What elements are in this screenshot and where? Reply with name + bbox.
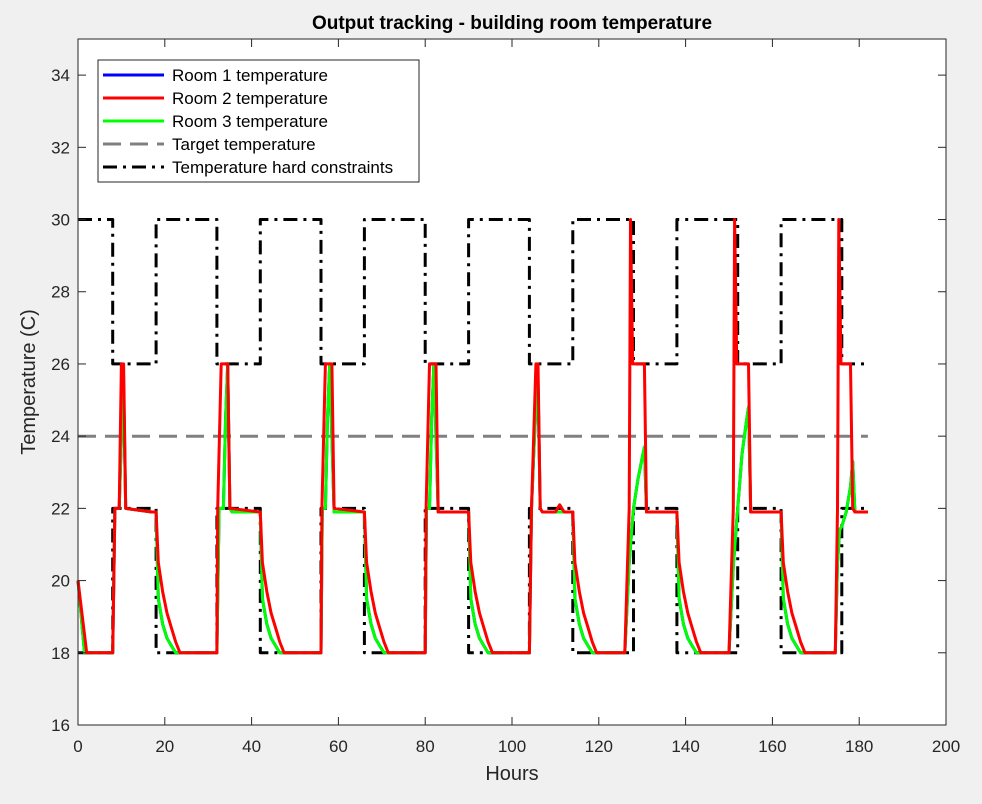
x-tick-label: 80: [416, 737, 435, 756]
y-tick-label: 34: [51, 66, 70, 85]
legend-label-room-1-temperature: Room 1 temperature: [172, 66, 328, 85]
series-layer: [76, 218, 868, 655]
x-tick-label: 140: [671, 737, 699, 756]
x-tick-label: 20: [155, 737, 174, 756]
x-axis: 0 20 40 60 80 100 120 140 160 180 200: [73, 39, 960, 756]
x-tick-label: 40: [242, 737, 261, 756]
y-tick-label: 28: [51, 283, 70, 302]
y-tick-label: 20: [51, 572, 70, 591]
x-tick-label: 180: [845, 737, 873, 756]
y-tick-label: 16: [51, 716, 70, 735]
x-tick-label: 0: [73, 737, 82, 756]
y-tick-label: 32: [51, 138, 70, 157]
chart-title: Output tracking - building room temperat…: [312, 13, 712, 34]
x-tick-label: 200: [932, 737, 960, 756]
legend: Room 1 temperature Room 2 temperature Room…: [97, 59, 420, 183]
x-axis-label: Hours: [485, 763, 538, 785]
y-tick-label: 22: [51, 499, 70, 518]
y-tick-label: 24: [51, 427, 70, 446]
x-tick-label: 120: [585, 737, 613, 756]
y-axis-label: Temperature (C): [18, 309, 40, 455]
x-tick-label: 60: [329, 737, 348, 756]
legend-label-temperature-hard-constraints: Temperature hard constraints: [172, 158, 393, 177]
y-tick-label: 18: [51, 644, 70, 663]
y-tick-label: 26: [51, 355, 70, 374]
legend-label-target-temperature: Target temperature: [172, 135, 316, 154]
legend-label-room-2-temperature: Room 2 temperature: [172, 89, 328, 108]
series-room-3-temperature-line: [76, 362, 868, 655]
series-room-2-temperature-line: [76, 218, 868, 655]
x-tick-label: 100: [498, 737, 526, 756]
y-axis: 16 18 20 22 24 26 28 30 32 34: [51, 66, 946, 735]
y-tick-label: 30: [51, 211, 70, 230]
x-tick-label: 160: [758, 737, 786, 756]
legend-label-room-3-temperature: Room 3 temperature: [172, 112, 328, 131]
